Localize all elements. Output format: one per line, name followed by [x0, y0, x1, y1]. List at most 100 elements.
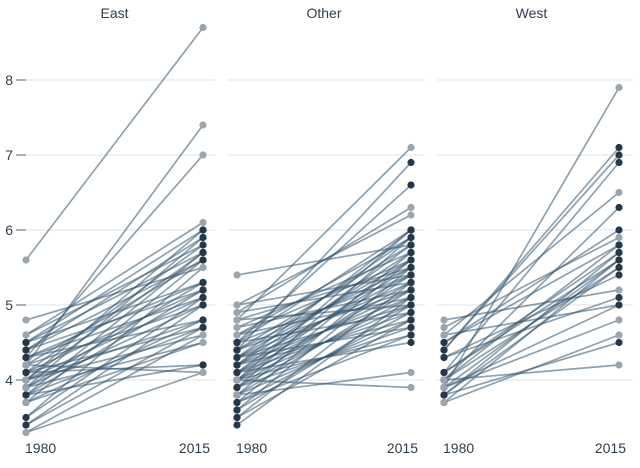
data-point-start [233, 368, 241, 377]
data-point-end [615, 248, 623, 257]
data-point-start [22, 413, 30, 422]
data-line [443, 161, 620, 374]
data-point-end [199, 286, 207, 294]
data-point-end [407, 143, 415, 152]
data-point-start [233, 316, 241, 324]
data-point-end [199, 338, 207, 347]
data-point-start [22, 421, 30, 429]
x-tick-label-end: 2015 [595, 440, 626, 456]
data-line [25, 326, 204, 374]
data-point-end [407, 248, 415, 257]
data-point-end [199, 256, 207, 264]
data-point-end [615, 158, 623, 167]
data-point-end [199, 293, 207, 302]
data-line [25, 334, 204, 434]
data-line [25, 326, 204, 426]
data-point-end [407, 158, 415, 167]
data-point-end [199, 278, 207, 287]
data-point-start [440, 353, 448, 362]
data-point-end [615, 203, 623, 212]
data-line [443, 86, 620, 389]
data-point-end [199, 301, 207, 309]
data-point-end [407, 286, 415, 294]
data-line [236, 236, 412, 336]
data-point-start [233, 361, 241, 369]
data-point-start [233, 391, 241, 399]
data-line [25, 259, 204, 351]
data-point-start [233, 346, 241, 354]
data-line [443, 154, 620, 351]
data-line [236, 341, 412, 374]
data-point-start [22, 346, 30, 354]
data-point-start [440, 338, 448, 347]
data-point-end [199, 218, 207, 227]
data-line [25, 229, 204, 344]
data-line [25, 289, 204, 351]
data-line [236, 304, 412, 321]
data-line [236, 289, 412, 329]
data-point-end [615, 151, 623, 159]
x-tick-label-end: 2015 [387, 440, 418, 456]
data-point-end [407, 181, 415, 189]
data-point-start [22, 391, 30, 399]
y-tick-label: 4 [5, 372, 13, 388]
data-line [236, 184, 412, 344]
data-point-end [407, 338, 415, 347]
data-line [25, 364, 204, 396]
data-line [443, 229, 620, 344]
data-point-start [233, 421, 241, 429]
data-point-start [440, 323, 448, 332]
data-point-end [199, 263, 207, 272]
data-line [25, 251, 204, 344]
data-point-end [615, 293, 623, 302]
data-line [443, 364, 620, 381]
data-point-start [22, 316, 30, 324]
data-line [443, 244, 620, 344]
data-point-end [407, 263, 415, 272]
data-point-end [199, 316, 207, 324]
data-point-end [199, 23, 207, 32]
data-point-end [407, 331, 415, 339]
panel-title: Other [306, 5, 341, 21]
y-tick-label: 6 [5, 222, 13, 238]
data-point-end [199, 233, 207, 242]
data-line [25, 334, 204, 381]
data-line [443, 341, 620, 396]
data-line [25, 266, 204, 321]
data-line [236, 281, 412, 419]
data-line [443, 236, 620, 329]
data-point-end [407, 256, 415, 264]
data-point-start [233, 406, 241, 414]
data-line [25, 341, 204, 389]
data-point-start [233, 323, 241, 332]
data-line [236, 289, 412, 351]
data-point-end [199, 331, 207, 339]
data-point-start [233, 308, 241, 317]
data-point-end [615, 83, 623, 92]
data-line [25, 221, 204, 336]
data-point-start [22, 383, 30, 392]
x-tick-label-start: 1980 [25, 440, 56, 456]
panel-title: West [516, 5, 548, 21]
data-point-start [233, 301, 241, 309]
data-point-end [615, 226, 623, 234]
data-line [25, 26, 204, 261]
y-tick-label: 5 [5, 297, 13, 313]
data-line [236, 379, 412, 389]
data-point-start [233, 271, 241, 279]
data-line [25, 364, 204, 374]
data-point-start [22, 428, 30, 437]
data-line [443, 296, 620, 359]
data-point-end [199, 121, 207, 129]
data-line [25, 281, 204, 344]
data-point-end [199, 248, 207, 257]
data-point-start [233, 353, 241, 362]
data-line [443, 319, 620, 389]
data-line [236, 311, 412, 344]
data-point-end [199, 323, 207, 332]
data-point-end [407, 383, 415, 392]
data-line [236, 296, 412, 426]
data-point-start [233, 376, 241, 384]
data-line [443, 274, 620, 359]
data-point-end [407, 368, 415, 377]
